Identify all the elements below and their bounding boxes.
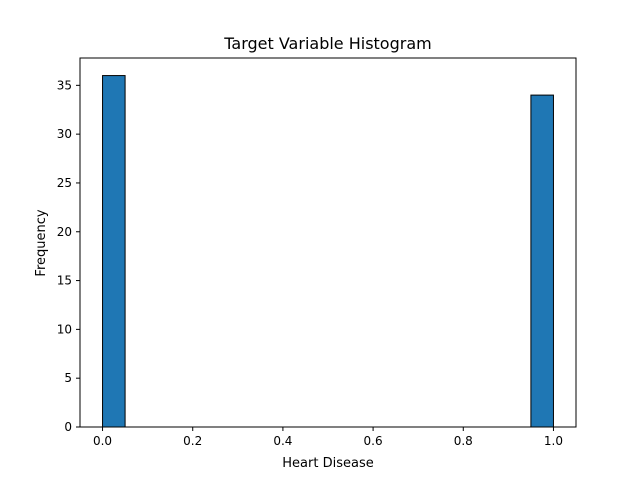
y-tick-label: 20 [57,225,72,239]
x-tick-label: 0.0 [93,434,112,448]
y-axis-ticks: 0 5 10 15 20 25 30 35 [57,78,80,434]
y-tick-label: 0 [64,420,72,434]
y-tick-label: 35 [57,78,72,92]
y-tick-label: 25 [57,176,72,190]
x-tick-label: 1.0 [544,434,563,448]
x-tick-label: 0.2 [183,434,202,448]
x-tick-label: 0.8 [454,434,473,448]
x-tick-label: 0.6 [364,434,383,448]
y-tick-label: 15 [57,274,72,288]
chart-title: Target Variable Histogram [223,34,431,53]
y-tick-label: 5 [64,371,72,385]
histogram-bar-1 [530,94,554,428]
y-tick-label: 10 [57,322,72,336]
y-axis-label: Frequency [34,209,49,276]
x-axis-ticks: 0.0 0.2 0.4 0.6 0.8 1.0 [93,427,563,448]
x-tick-label: 0.4 [273,434,292,448]
histogram-bar-0 [102,75,126,428]
y-tick-label: 30 [57,127,72,141]
bars-group [102,75,554,428]
plot-area-frame [79,57,577,428]
x-axis-label: Heart Disease [282,456,373,471]
